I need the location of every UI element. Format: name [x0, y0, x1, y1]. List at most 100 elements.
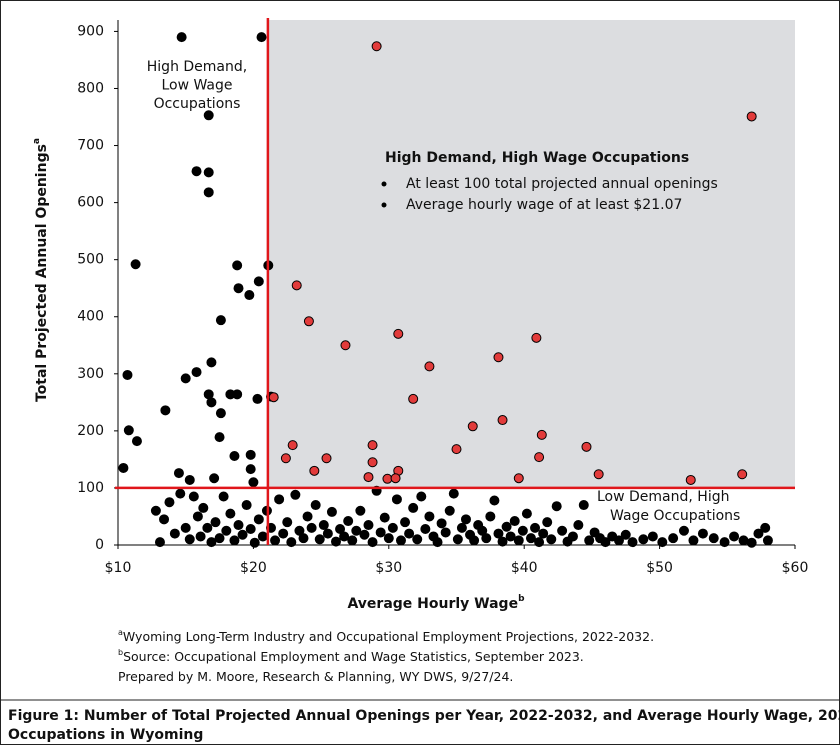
point: [557, 525, 568, 536]
y-axis-title-mark: a: [32, 138, 42, 144]
point: [257, 531, 268, 542]
point: [245, 449, 256, 460]
point: [214, 432, 225, 443]
point: [291, 280, 302, 291]
point: [221, 525, 232, 536]
point: [688, 535, 699, 546]
point: [359, 529, 370, 540]
point: [379, 512, 390, 523]
point: [318, 520, 329, 531]
point: [551, 501, 562, 512]
point: [678, 525, 689, 536]
point: [400, 517, 411, 528]
point: [214, 533, 225, 544]
point: [620, 529, 631, 540]
point: [416, 491, 427, 502]
point: [131, 436, 142, 447]
point: [245, 464, 256, 475]
point: [203, 167, 214, 178]
point: [233, 520, 244, 531]
point: [371, 41, 382, 52]
annotation: Occupations: [154, 96, 241, 112]
point: [176, 32, 187, 43]
annotation-bullet: At least 100 total projected annual open…: [406, 176, 718, 192]
point: [420, 524, 431, 535]
point: [531, 332, 542, 343]
point: [232, 260, 243, 271]
annotation: High Demand,: [147, 59, 247, 75]
point: [542, 517, 553, 528]
point: [184, 534, 195, 545]
x-tick-label: $30: [375, 560, 402, 576]
point: [753, 528, 764, 539]
x-tick-label: $60: [782, 560, 809, 576]
point: [391, 494, 402, 505]
point: [340, 340, 351, 351]
point: [306, 522, 317, 533]
point: [456, 522, 467, 533]
point: [203, 110, 214, 121]
point: [746, 537, 757, 548]
point: [363, 520, 374, 531]
point: [467, 421, 478, 432]
point: [309, 465, 320, 476]
point: [286, 537, 297, 548]
point: [206, 537, 217, 548]
point: [164, 497, 175, 508]
point: [581, 441, 592, 452]
point: [600, 537, 611, 548]
point: [363, 472, 374, 483]
point: [314, 534, 325, 545]
point: [509, 516, 520, 527]
point: [198, 502, 209, 513]
y-tick-label: 200: [77, 423, 104, 439]
point: [497, 536, 508, 547]
point: [367, 537, 378, 548]
point: [436, 518, 447, 529]
point: [719, 537, 730, 548]
point: [513, 473, 524, 484]
point: [154, 537, 165, 548]
point: [762, 535, 773, 546]
point: [432, 537, 443, 548]
point: [404, 528, 415, 539]
point: [493, 352, 504, 363]
point: [657, 537, 668, 548]
point: [647, 531, 658, 542]
point: [668, 533, 679, 544]
point: [290, 489, 301, 500]
point: [729, 531, 740, 542]
point: [303, 316, 314, 327]
point: [546, 534, 557, 545]
point: [180, 373, 191, 384]
point: [521, 508, 532, 519]
point: [241, 500, 252, 511]
point: [191, 367, 202, 378]
point: [229, 450, 240, 461]
point: [697, 528, 708, 539]
x-axis-title-mark: b: [518, 594, 525, 604]
point: [408, 393, 419, 404]
point: [578, 500, 589, 511]
point: [253, 514, 264, 525]
point: [627, 537, 638, 548]
point: [573, 520, 584, 531]
point: [298, 533, 309, 544]
annotation-title: High Demand, High Wage Occupations: [385, 150, 689, 166]
point: [229, 535, 240, 546]
point: [302, 511, 313, 522]
point: [760, 522, 771, 533]
point: [505, 531, 516, 542]
footnote: aWyoming Long-Term Industry and Occupati…: [118, 628, 654, 644]
point: [184, 474, 195, 485]
point: [451, 444, 462, 455]
point: [408, 502, 419, 513]
y-tick-label: 500: [77, 252, 104, 268]
point: [180, 522, 191, 533]
footnote: Prepared by M. Moore, Research & Plannin…: [118, 669, 513, 684]
point: [613, 535, 624, 546]
point: [525, 533, 536, 544]
footnote-mark: b: [118, 648, 123, 657]
point: [192, 511, 203, 522]
